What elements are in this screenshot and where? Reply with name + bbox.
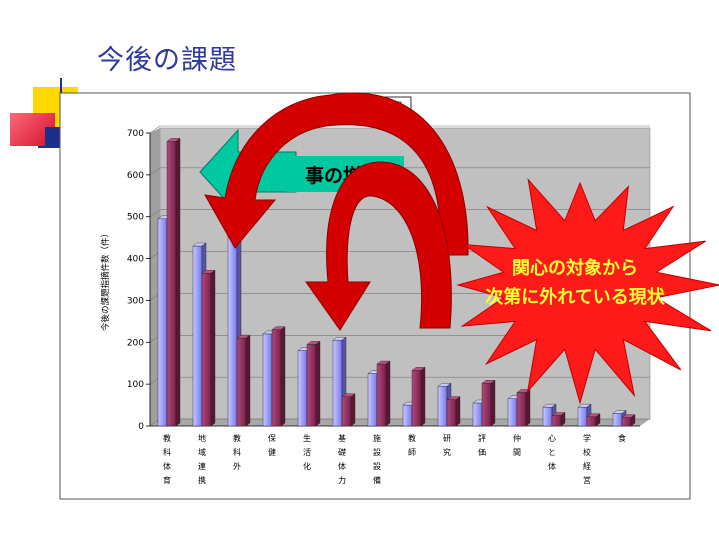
plot-side-wall — [150, 128, 160, 426]
x-tick-label: 保健 — [268, 433, 276, 457]
y-tick-label: 700 — [127, 129, 144, 139]
bar-heisei — [166, 137, 181, 427]
y-tick-label: 200 — [127, 338, 144, 348]
x-tick-label: 施設設備 — [373, 433, 381, 485]
bar-heisei — [341, 393, 356, 427]
x-tick-label: 基礎体力 — [338, 433, 346, 485]
red-curved-arrow-right — [305, 161, 452, 331]
x-tick-label: 仲間 — [513, 433, 521, 457]
x-tick-label: 評価 — [478, 433, 486, 457]
gridline-side — [149, 125, 161, 134]
slide-title: 今後の課題 — [97, 45, 237, 76]
y-tick-label: 400 — [127, 255, 144, 265]
x-tick-label: 食 — [618, 433, 626, 443]
y-tick-label: 300 — [127, 296, 144, 306]
deco-navy-block — [45, 127, 61, 147]
starburst-text-line1: 関心の対象から — [512, 257, 638, 279]
y-tick-label: 0 — [138, 422, 144, 432]
y-tick-label: 500 — [127, 213, 144, 223]
gridline-side — [149, 209, 161, 217]
bar-heisei — [516, 389, 531, 427]
x-tick-label: 教科外 — [233, 433, 241, 471]
starburst-text-line2: 次第に外れている現状 — [485, 286, 665, 308]
bar-heisei — [551, 412, 566, 427]
x-tick-label: 生活化 — [303, 433, 311, 471]
x-tick-label: 教師 — [408, 433, 416, 457]
starburst-callout — [456, 177, 719, 405]
bar-heisei — [446, 396, 461, 427]
bar-heisei — [411, 366, 426, 427]
red-curved-arrow-left — [204, 92, 469, 256]
bar-heisei — [201, 269, 216, 427]
bar-heisei — [586, 413, 601, 427]
y-tick-label: 600 — [127, 171, 144, 181]
x-tick-label: 研究 — [443, 434, 451, 457]
bar-heisei — [306, 340, 321, 427]
x-tick-label: 心と体 — [548, 434, 556, 471]
x-tick-label: 学校経営 — [583, 433, 591, 485]
bar-heisei — [271, 326, 286, 427]
x-tick-label: 教科体育 — [163, 433, 171, 485]
bar-heisei — [621, 414, 636, 427]
plot-floor — [150, 419, 650, 426]
x-tick-label: 地域連携 — [198, 433, 206, 485]
y-axis-title: 今後の課題指摘件数（件） — [100, 229, 111, 331]
bar-heisei — [236, 334, 251, 427]
y-tick-label: 100 — [127, 380, 144, 390]
bar-heisei — [376, 360, 391, 427]
bar-heisei — [481, 379, 496, 427]
gridline-side — [149, 167, 161, 176]
